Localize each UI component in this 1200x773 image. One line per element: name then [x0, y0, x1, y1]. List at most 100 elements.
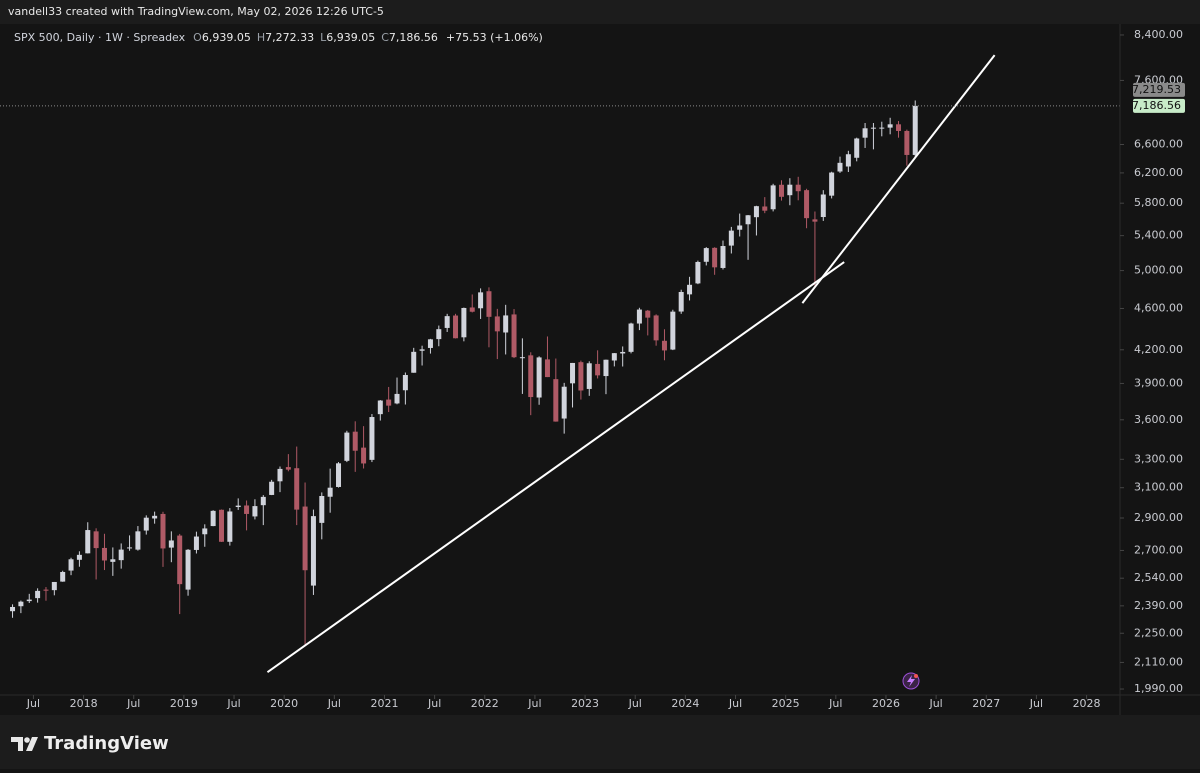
x-tick-label: Jul [26, 697, 40, 710]
icon-dot [914, 674, 918, 678]
candle-body [60, 571, 66, 582]
y-tick-label: 6,600.00 [1134, 138, 1183, 151]
candle-body [302, 506, 308, 571]
candle-body [68, 559, 74, 571]
candle-body [678, 291, 684, 312]
x-tick-label: 2023 [571, 697, 599, 710]
y-tick-label: 4,200.00 [1134, 343, 1183, 356]
y-tick-label: 5,800.00 [1134, 196, 1183, 209]
x-tick-label: Jul [728, 697, 742, 710]
candle-body [18, 601, 24, 607]
candle-body [745, 215, 751, 225]
candle-body [327, 487, 333, 497]
candle-body [603, 359, 609, 377]
candle-body [611, 353, 617, 361]
candle-body [160, 513, 166, 549]
stat-key: H [257, 31, 265, 44]
candle-body [436, 329, 442, 340]
y-tick-label: 6,200.00 [1134, 166, 1183, 179]
candle-body [26, 599, 32, 602]
y-tick-label: 3,300.00 [1134, 452, 1183, 465]
candle-body [536, 357, 542, 398]
candle-body [870, 127, 876, 129]
symbol: SPX 500, Daily · 1W · Spreadex [14, 31, 186, 44]
price-label: 7,219.53 [1132, 83, 1181, 96]
x-tick-label: 2024 [671, 697, 699, 710]
candle-body [528, 355, 534, 398]
candle-body [561, 386, 567, 419]
trendline [801, 54, 996, 304]
candle-body [695, 261, 701, 284]
candle-body [845, 154, 851, 167]
candle-body [620, 351, 626, 354]
candle-body [720, 246, 726, 268]
brand: TradingView [44, 733, 169, 754]
logo-part [26, 737, 38, 751]
candle-body [503, 315, 509, 333]
stat-key: C [381, 31, 389, 44]
candle-body [127, 547, 133, 549]
candle-body [177, 535, 183, 585]
footer-bar [0, 715, 1200, 769]
x-tick-label: 2027 [972, 697, 1000, 710]
candle-body [143, 517, 149, 531]
x-tick-label: 2025 [772, 697, 800, 710]
candle-body [478, 292, 484, 309]
y-tick-label: 5,400.00 [1134, 229, 1183, 242]
stat-change: +75.53 (+1.06%) [446, 31, 543, 44]
x-tick-label: 2020 [270, 697, 298, 710]
candle-body [904, 130, 910, 155]
candle-body [419, 349, 425, 351]
x-tick-label: 2026 [872, 697, 900, 710]
candle-body [812, 219, 818, 222]
x-tick-label: Jul [1029, 697, 1043, 710]
candle-body [319, 495, 325, 523]
candle-body [494, 316, 500, 332]
candle-body [152, 515, 158, 519]
candle-body [912, 105, 918, 155]
credit: vandell33 created with TradingView.com, … [8, 5, 384, 18]
x-tick-label: Jul [226, 697, 240, 710]
candle-body [570, 362, 576, 384]
candle-body [51, 581, 57, 591]
trendline [266, 261, 845, 674]
candle-body [377, 400, 383, 415]
candle-body [227, 511, 233, 542]
candle-body [804, 190, 810, 219]
y-tick-label: 3,900.00 [1134, 376, 1183, 389]
y-tick-label: 2,540.00 [1134, 571, 1183, 584]
candle-body [486, 291, 492, 317]
candle-body [712, 247, 718, 268]
candle-body [110, 559, 116, 562]
x-tick-label: 2018 [70, 697, 98, 710]
y-tick-label: 2,390.00 [1134, 599, 1183, 612]
candle-body [310, 516, 316, 586]
candle-body [361, 447, 367, 464]
candle-body [687, 284, 693, 295]
candle-body [93, 531, 99, 549]
y-tick-label: 4,600.00 [1134, 301, 1183, 314]
candle-body [218, 509, 224, 542]
candle-body [661, 340, 667, 351]
candle-body [544, 359, 550, 378]
x-tick-label: Jul [527, 697, 541, 710]
candle-body [427, 339, 433, 348]
candle-body [787, 184, 793, 196]
candle-body [795, 184, 801, 192]
candle-body [352, 431, 358, 451]
candle-body [76, 554, 82, 560]
y-tick-label: 1,990.00 [1134, 682, 1183, 695]
y-tick-label: 2,110.00 [1134, 655, 1183, 668]
candle-body [511, 314, 517, 358]
candle-body [202, 528, 208, 535]
candle-body [260, 496, 266, 506]
candle-body [185, 549, 191, 590]
stat-value: 6,939.05 [202, 31, 251, 44]
candle-body [645, 310, 651, 318]
candle-body [402, 375, 408, 391]
x-tick-label: Jul [327, 697, 341, 710]
candle-body [168, 540, 174, 548]
candle-body [586, 363, 592, 389]
